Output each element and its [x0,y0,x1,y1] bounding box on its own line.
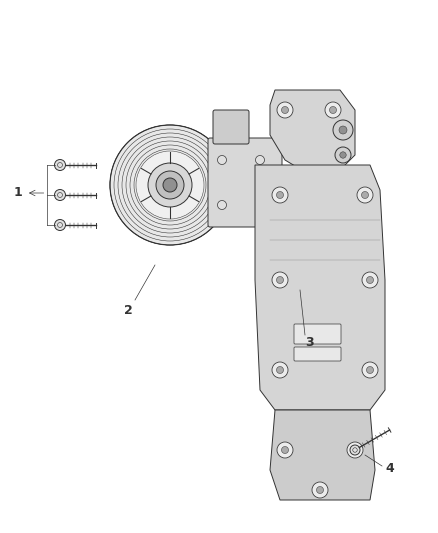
Circle shape [362,272,378,288]
Circle shape [156,171,184,199]
Circle shape [350,445,360,455]
Circle shape [357,187,373,203]
Circle shape [218,200,226,209]
Circle shape [276,277,283,284]
Polygon shape [255,165,385,410]
Circle shape [54,220,66,230]
FancyBboxPatch shape [273,189,294,214]
Circle shape [361,191,368,198]
Circle shape [218,156,226,165]
Circle shape [367,367,374,374]
Circle shape [317,487,324,494]
Circle shape [277,442,293,458]
Circle shape [276,367,283,374]
Circle shape [352,447,358,454]
Circle shape [325,102,341,118]
FancyBboxPatch shape [208,138,282,227]
Text: 2: 2 [124,303,132,317]
Circle shape [136,151,204,219]
Circle shape [333,120,353,140]
Circle shape [286,197,294,205]
FancyBboxPatch shape [294,324,341,344]
Circle shape [282,193,298,209]
Circle shape [163,178,177,192]
FancyBboxPatch shape [294,347,341,361]
Circle shape [312,482,328,498]
Circle shape [272,272,288,288]
Circle shape [282,107,289,114]
Text: 1: 1 [14,187,22,199]
Circle shape [255,156,265,165]
Circle shape [54,159,66,171]
Circle shape [277,102,293,118]
Circle shape [329,107,336,114]
Text: 4: 4 [385,462,394,474]
Circle shape [276,191,283,198]
Circle shape [110,125,230,245]
Circle shape [347,442,363,458]
Circle shape [148,163,192,207]
Text: 3: 3 [306,336,314,350]
Circle shape [362,362,378,378]
Circle shape [282,447,289,454]
Circle shape [272,187,288,203]
Polygon shape [270,90,355,175]
Circle shape [367,277,374,284]
Circle shape [340,152,346,158]
Circle shape [339,126,347,134]
Circle shape [272,362,288,378]
FancyBboxPatch shape [213,110,249,144]
Circle shape [335,147,351,163]
Circle shape [54,190,66,200]
Circle shape [255,200,265,209]
Polygon shape [270,410,375,500]
